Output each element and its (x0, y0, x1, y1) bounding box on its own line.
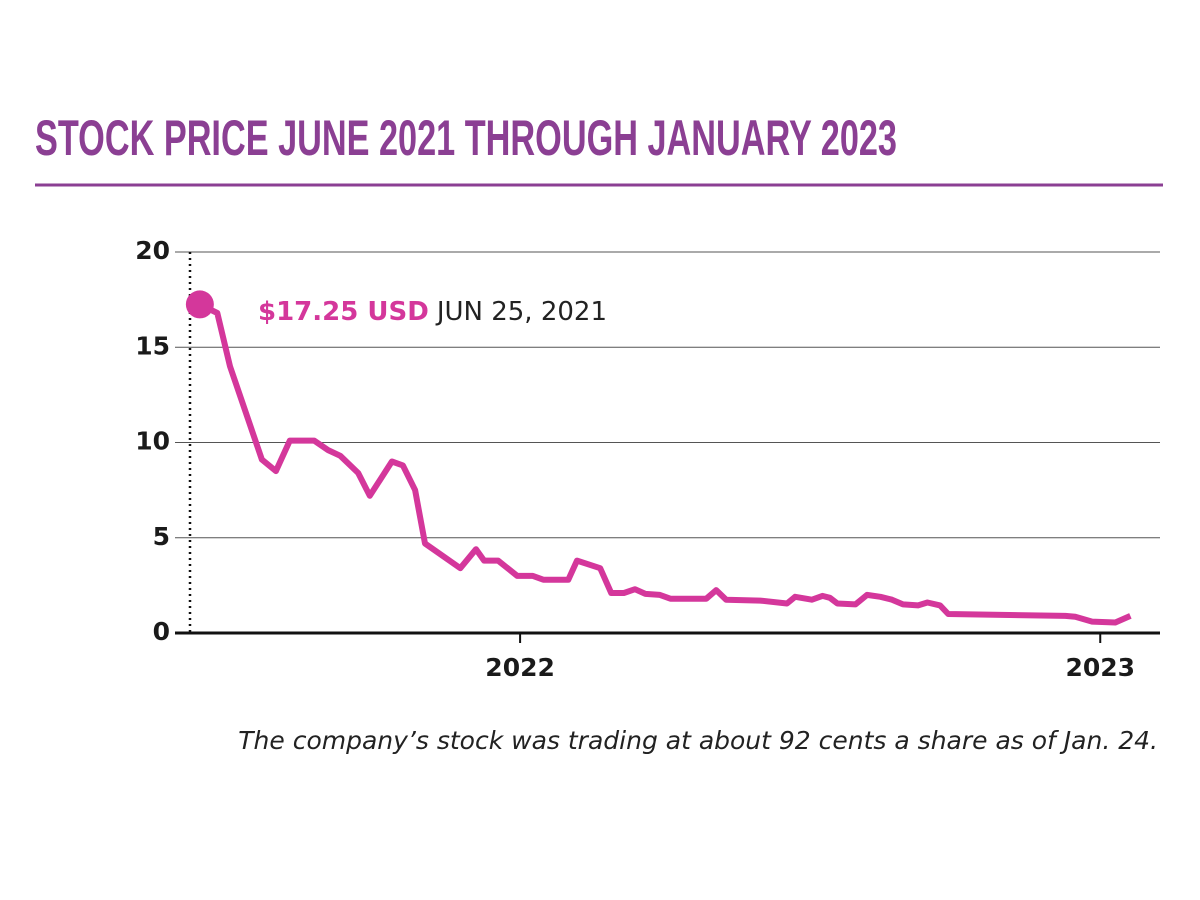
y-tick-label: 15 (135, 331, 170, 360)
y-tick-label: 10 (135, 427, 170, 456)
caption: The company’s stock was trading at about… (238, 726, 1158, 755)
chart-title: STOCK PRICE JUNE 2021 THROUGH JANUARY 20… (35, 110, 897, 166)
price-line (198, 301, 1132, 626)
start-marker (185, 290, 214, 319)
plot-area: 0 5 10 15 20 2022 2023 (135, 236, 1160, 682)
y-tick-label: 20 (135, 236, 170, 265)
x-tick-label: 2022 (485, 653, 555, 682)
y-tick-label: 5 (153, 522, 170, 551)
annotation-price: $17.25 USD (258, 297, 429, 327)
annotation-date: JUN 25, 2021 (435, 297, 607, 327)
y-tick-label: 0 (153, 617, 170, 646)
x-tick-label: 2023 (1065, 653, 1135, 682)
annotation: $17.25 USD JUN 25, 2021 (258, 297, 607, 327)
